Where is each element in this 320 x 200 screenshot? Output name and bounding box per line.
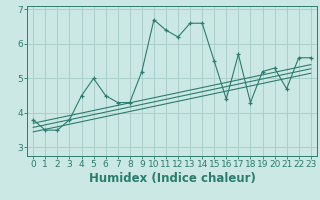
X-axis label: Humidex (Indice chaleur): Humidex (Indice chaleur): [89, 172, 255, 185]
